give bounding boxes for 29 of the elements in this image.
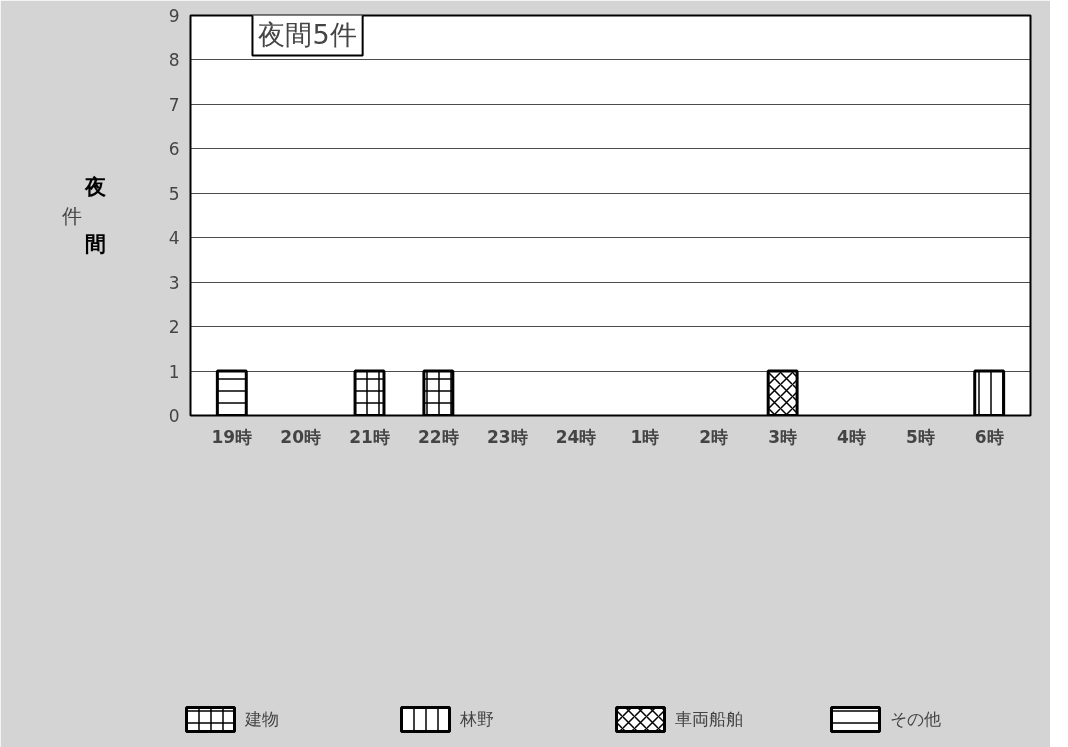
y-tick-label: 8	[168, 50, 180, 71]
x-tick-label: 24時	[555, 426, 597, 447]
x-tick-label: 2時	[699, 426, 729, 447]
y-tick-label: 3	[168, 272, 180, 293]
legend-label: 車両船舶	[675, 707, 744, 731]
y-tick-label: 7	[168, 94, 180, 115]
x-tick-label: 23時	[486, 426, 528, 447]
legend-label: 林野	[460, 707, 495, 731]
legend-label: 建物	[245, 707, 280, 731]
x-tick-label: 1時	[630, 426, 660, 447]
y-tick-label: 9	[168, 6, 180, 26]
y-tick-label: 6	[168, 139, 180, 160]
x-tick-label: 4時	[837, 426, 866, 447]
y-tick-label: 2	[168, 317, 180, 338]
text: 件	[61, 203, 82, 228]
y-tick-label: 1	[168, 361, 180, 382]
chart-title: 夜間5件	[258, 18, 357, 50]
x-tick-label: 19時	[211, 426, 253, 447]
y-tick-label: 0	[168, 406, 180, 426]
legend-label: その他	[890, 707, 942, 731]
x-tick-label: 22時	[418, 426, 459, 447]
text: 夜間	[84, 174, 106, 257]
x-tick-label: 3時	[768, 426, 798, 447]
x-tick-label: 21時	[349, 426, 390, 447]
x-tick-label: 20時	[280, 426, 322, 447]
y-tick-label: 4	[168, 228, 180, 249]
y-tick-label: 5	[168, 183, 180, 204]
x-tick-label: 5時	[905, 426, 935, 447]
x-tick-label: 6時	[974, 426, 1004, 447]
